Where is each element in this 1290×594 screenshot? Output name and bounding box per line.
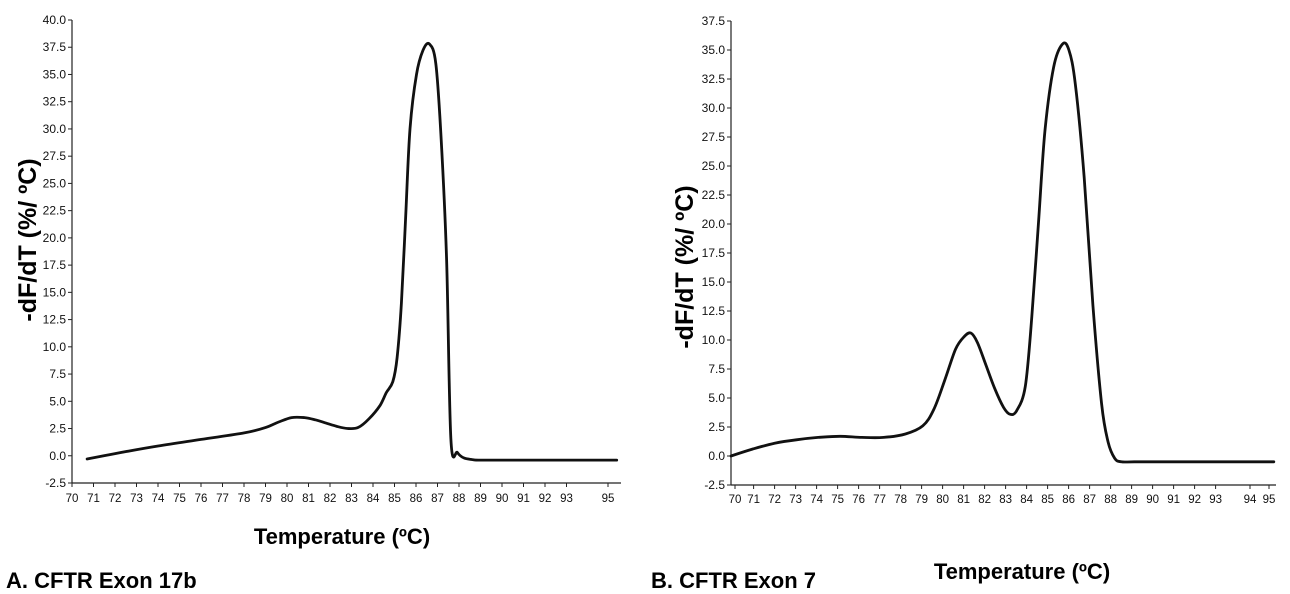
x-tick-label: 75 [173,493,186,505]
x-tick-label: 83 [345,493,358,505]
x-tick-label: 82 [978,494,991,506]
x-tick-label: 86 [1062,494,1075,506]
x-tick-label: 79 [259,493,272,505]
x-tick-label: 72 [109,493,122,505]
x-tick-label: 77 [216,493,229,505]
y-tick-label: 17.5 [43,258,67,272]
y-tick-label: 5.0 [708,391,725,405]
y-tick-label: 37.5 [702,14,726,28]
x-tick-label: 93 [1209,494,1222,506]
panel-a-y-axis-title: -dF/dT (%/ ºC) [14,158,42,321]
y-tick-label: 30.0 [43,122,67,136]
x-tick-label: 88 [1104,494,1117,506]
x-tick-label: 72 [768,494,781,506]
y-tick-label: 7.5 [49,367,66,381]
x-tick-label: 87 [1083,494,1096,506]
y-tick-label: 22.5 [702,188,726,202]
y-tick-label: 12.5 [702,304,726,318]
panel-a-caption: A. CFTR Exon 17b [6,568,197,593]
y-tick-label: 32.5 [43,95,67,109]
y-tick-label: 35.0 [43,67,67,81]
panel-b: 37.5 35.0 32.5 30.0 27.5 25.0 22.5 20.0 17.5 15.0… [651,14,1276,593]
x-tick-label: 74 [152,493,165,505]
y-tick-label: 30.0 [702,101,726,115]
y-tick-label: 15.0 [702,275,726,289]
x-tick-label: 85 [388,493,401,505]
y-tick-label: 10.0 [702,333,726,347]
x-tick-label: 73 [789,494,802,506]
x-tick-label: 93 [560,493,573,505]
y-tick-label: 12.5 [43,313,67,327]
x-tick-label: 95 [1263,494,1276,506]
panel-b-melt-curve [729,41,1276,464]
x-tick-label: 85 [1041,494,1054,506]
panel-b-y-axis-title: -dF/dT (%/ ºC) [671,185,699,348]
x-tick-label: 70 [66,493,79,505]
x-tick-label: 79 [915,494,928,506]
y-tick-label: 20.0 [43,231,67,245]
x-tick-label: 70 [729,494,742,506]
x-tick-label: 82 [324,493,337,505]
x-tick-label: 78 [894,494,907,506]
y-tick-label: 25.0 [43,176,67,190]
x-tick-label: 90 [1146,494,1159,506]
x-tick-label: 84 [1020,494,1033,506]
x-tick-label: 76 [195,493,208,505]
x-tick-label: 95 [602,493,615,505]
y-tick-label: 27.5 [702,130,726,144]
x-tick-label: 71 [87,493,100,505]
x-tick-label: 94 [1244,494,1257,506]
y-tick-label: 7.5 [708,362,725,376]
y-tick-label: 0.0 [708,449,725,463]
panel-a-melt-curve [85,41,619,462]
x-tick-label: 80 [281,493,294,505]
y-tick-label: 37.5 [43,40,67,54]
x-tick-label: 74 [810,494,823,506]
y-tick-label: 20.0 [702,217,726,231]
x-tick-label: 91 [517,493,530,505]
x-tick-label: 75 [831,494,844,506]
y-tick-label: -2.5 [45,476,66,490]
x-tick-label: 84 [367,493,380,505]
y-tick-label: 0.0 [49,449,66,463]
panel-a-x-axis-title: Temperature (ºC) [254,524,430,549]
x-tick-label: 73 [130,493,143,505]
x-tick-label: 77 [873,494,886,506]
x-tick-label: 92 [1188,494,1201,506]
panel-b-caption: B. CFTR Exon 7 [651,568,816,593]
y-tick-label: 2.5 [49,422,66,436]
x-tick-label: 92 [539,493,552,505]
y-tick-label: 40.0 [43,13,67,27]
x-tick-label: 81 [302,493,315,505]
x-tick-label: 83 [999,494,1012,506]
y-tick-label: 35.0 [702,43,726,57]
x-tick-label: 91 [1167,494,1180,506]
x-tick-label: 80 [936,494,949,506]
x-tick-label: 86 [410,493,423,505]
x-tick-label: 76 [852,494,865,506]
y-tick-label: 17.5 [702,246,726,260]
y-tick-label: 15.0 [43,285,67,299]
x-tick-label: 89 [474,493,487,505]
y-tick-label: 10.0 [43,340,67,354]
y-tick-label: -2.5 [704,478,725,492]
y-tick-label: 2.5 [708,420,725,434]
x-tick-label: 71 [747,494,760,506]
y-tick-label: 32.5 [702,72,726,86]
panel-a: 40.0 37.5 35.0 32.5 30.0 27.5 25.0 22.5 20.0 17.5… [6,13,621,593]
y-tick-label: 5.0 [49,394,66,408]
x-tick-label: 88 [453,493,466,505]
x-tick-label: 90 [496,493,509,505]
y-tick-label: 22.5 [43,204,67,218]
x-tick-label: 81 [957,494,970,506]
x-tick-label: 87 [431,493,444,505]
y-tick-label: 27.5 [43,149,67,163]
x-tick-label: 89 [1125,494,1138,506]
y-tick-label: 25.0 [702,159,726,173]
x-tick-label: 78 [238,493,251,505]
panel-b-x-axis-title: Temperature (ºC) [934,559,1110,584]
